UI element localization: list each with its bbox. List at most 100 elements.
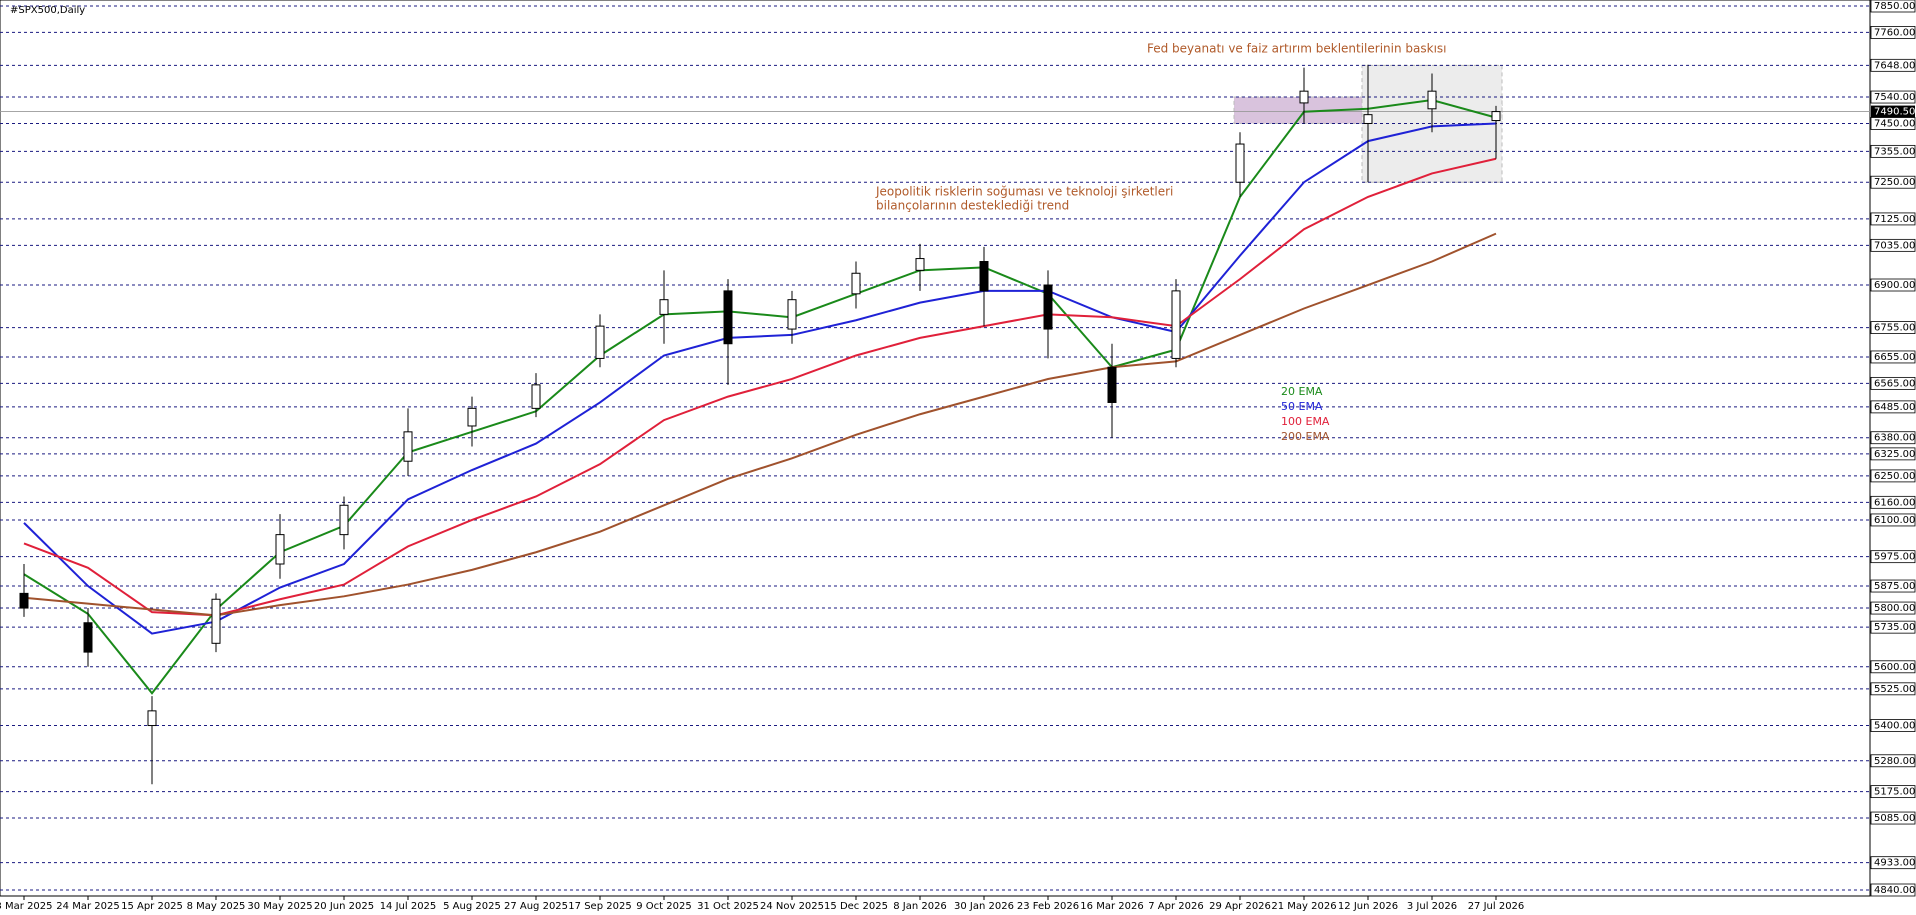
y-tick-label: 7035.00 — [1874, 240, 1915, 251]
y-tick-box — [1870, 58, 1916, 72]
legend-label: 200 EMA — [1281, 430, 1330, 443]
x-tick-label: 30 May 2025 — [247, 901, 312, 912]
y-tick-label: 4933.00 — [1874, 858, 1915, 869]
y-tick-label: 7850.00 — [1874, 1, 1915, 12]
x-tick-label: 3 Jul 2026 — [1407, 901, 1457, 912]
current-price-label: 7490.50 — [1874, 107, 1915, 118]
annotation: Jeopolitik risklerin soğuması ve teknolo… — [875, 185, 1173, 199]
candle-body — [1235, 143, 1245, 183]
y-tick-box — [1870, 431, 1916, 445]
candle-body — [1171, 290, 1181, 359]
y-tick-box — [1870, 175, 1916, 189]
candle-body — [595, 325, 605, 359]
y-tick-box — [1870, 495, 1916, 509]
y-tick-label: 7760.00 — [1874, 27, 1915, 38]
x-tick-label: 20 Jun 2025 — [314, 901, 374, 912]
plot-frame — [0, 0, 1871, 897]
ema-line — [23, 157, 1497, 617]
y-tick-label: 7450.00 — [1874, 118, 1915, 129]
candle-body — [83, 622, 93, 653]
x-tick-label: 15 Apr 2025 — [121, 901, 183, 912]
y-tick-label: 7355.00 — [1874, 146, 1915, 157]
x-tick-label: 27 Jul 2026 — [1468, 901, 1525, 912]
legend-label: 20 EMA — [1281, 385, 1323, 398]
ema-line — [23, 232, 1497, 617]
y-tick-label: 7540.00 — [1874, 92, 1915, 103]
y-tick-box — [1870, 321, 1916, 334]
candle-body — [1363, 114, 1373, 124]
y-tick-label: 6325.00 — [1874, 449, 1915, 460]
x-tick-label: 3 Mar 2025 — [0, 901, 53, 912]
y-tick-box — [1870, 469, 1916, 483]
y-tick-label: 7250.00 — [1874, 177, 1915, 188]
y-tick-box — [1870, 883, 1916, 897]
y-tick-box — [1870, 447, 1916, 461]
y-tick-label: 6380.00 — [1874, 433, 1915, 444]
y-tick-box — [1870, 811, 1916, 825]
y-tick-box — [1870, 212, 1916, 226]
candle-body — [1107, 366, 1117, 403]
legend-label: 50 EMA — [1281, 400, 1323, 413]
candle-body — [467, 407, 477, 427]
candle-body — [275, 534, 285, 565]
y-tick-label: 7125.00 — [1874, 214, 1915, 225]
y-tick-label: 5875.00 — [1874, 581, 1915, 592]
y-tick-box — [1870, 376, 1916, 390]
y-tick-box — [1870, 660, 1916, 674]
y-tick-box — [1870, 144, 1916, 158]
annotation: bilançolarının desteklediği trend — [876, 199, 1069, 213]
y-tick-box — [1870, 0, 1916, 13]
x-tick-label: 23 Feb 2026 — [1017, 901, 1079, 912]
candle-body — [339, 504, 349, 536]
candle-body — [403, 431, 413, 462]
candle-body — [851, 272, 861, 295]
x-tick-label: 24 Mar 2025 — [56, 901, 119, 912]
y-tick-label: 6900.00 — [1874, 280, 1915, 291]
current-price-box — [1871, 105, 1915, 118]
y-tick-label: 6655.00 — [1874, 352, 1915, 363]
y-tick-label: 6250.00 — [1874, 471, 1915, 482]
y-tick-label: 6485.00 — [1874, 402, 1915, 413]
y-tick-box — [1870, 90, 1916, 104]
x-tick-label: 15 Dec 2025 — [824, 901, 888, 912]
y-tick-box — [1870, 601, 1916, 615]
y-tick-label: 7648.00 — [1874, 60, 1915, 71]
x-tick-label: 7 Apr 2026 — [1148, 901, 1203, 912]
x-tick-label: 12 Jun 2026 — [1338, 901, 1398, 912]
y-tick-label: 6565.00 — [1874, 378, 1915, 389]
candle-body — [979, 261, 989, 292]
y-tick-label: 5735.00 — [1874, 622, 1915, 633]
x-tick-label: 29 Apr 2026 — [1209, 901, 1271, 912]
y-tick-box — [1870, 238, 1916, 252]
y-tick-box — [1870, 754, 1916, 768]
x-tick-label: 27 Aug 2025 — [504, 901, 568, 912]
candle-body — [1427, 90, 1437, 110]
y-tick-box — [1870, 350, 1916, 364]
y-tick-label: 5800.00 — [1874, 603, 1915, 614]
y-tick-label: 5525.00 — [1874, 684, 1915, 695]
y-tick-box — [1870, 513, 1916, 527]
y-tick-label: 4840.00 — [1874, 885, 1915, 896]
candle-body — [1043, 284, 1053, 330]
y-tick-label: 5975.00 — [1874, 552, 1915, 563]
y-tick-box — [1870, 550, 1916, 564]
y-tick-box — [1870, 856, 1916, 870]
y-tick-box — [1870, 785, 1916, 799]
y-tick-box — [1870, 26, 1916, 39]
y-tick-label: 5085.00 — [1874, 813, 1915, 824]
y-tick-label: 5600.00 — [1874, 662, 1915, 673]
y-tick-label: 5280.00 — [1874, 756, 1915, 767]
y-tick-box — [1870, 719, 1916, 732]
y-tick-box — [1870, 682, 1916, 696]
legend-label: 100 EMA — [1281, 415, 1330, 428]
candle-body — [211, 598, 221, 644]
ema-line — [23, 122, 1497, 635]
candle-body — [1491, 111, 1501, 122]
x-tick-label: 24 Nov 2025 — [760, 901, 824, 912]
y-tick-box — [1870, 278, 1916, 292]
x-tick-label: 16 Mar 2026 — [1080, 901, 1143, 912]
x-tick-label: 30 Jan 2026 — [954, 901, 1014, 912]
x-tick-label: 14 Jul 2025 — [380, 901, 437, 912]
x-tick-label: 8 May 2025 — [187, 901, 246, 912]
y-tick-label: 5175.00 — [1874, 787, 1915, 798]
